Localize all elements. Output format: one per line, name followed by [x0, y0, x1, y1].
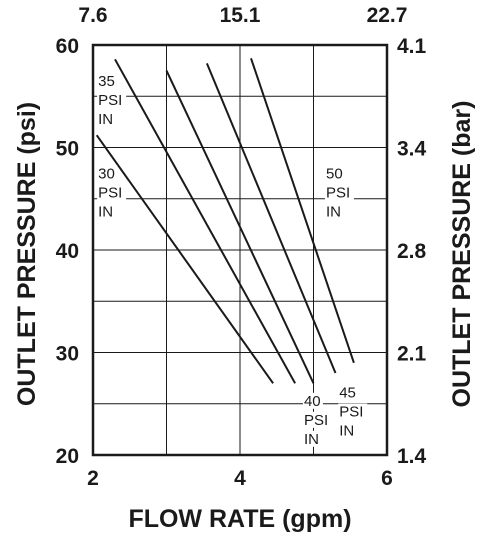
x-tick-label-top: 15.1: [220, 4, 261, 27]
curve-layer: [95, 57, 355, 384]
series-label-bg: [302, 392, 323, 409]
series-line: [95, 134, 274, 384]
series-label-bg: [97, 92, 127, 108]
series-label: 45 PSI IN: [338, 384, 368, 440]
series-label-text: PSI: [304, 412, 328, 429]
series-label-text: PSI: [326, 184, 350, 201]
y-tick-label-right: 3.4: [397, 138, 427, 161]
series-label-text: 50: [326, 165, 343, 182]
series-label-text: IN: [98, 111, 113, 128]
x-axis-title: FLOW RATE (gpm): [128, 505, 351, 533]
series-label-text: 30: [98, 165, 115, 182]
series-label-text: PSI: [98, 92, 122, 109]
series-label-bg: [97, 165, 118, 182]
series-label-bg: [338, 384, 359, 401]
y-axis-title-left: OUTLET PRESSURE (psi): [13, 102, 41, 406]
series-label-bg: [302, 430, 323, 447]
series-line: [165, 70, 315, 384]
y-tick-label-left: 30: [56, 343, 79, 366]
x-tick-label: 6: [381, 467, 393, 490]
series-label-text: PSI: [98, 184, 122, 201]
series-label: 30 PSI IN: [97, 165, 127, 220]
series-label-bg: [324, 165, 345, 182]
y-tick-label-right: 2.1: [397, 343, 427, 366]
series-label-bg: [97, 184, 127, 201]
y-tick-label-left: 50: [56, 138, 79, 161]
series-label-text: PSI: [339, 404, 363, 421]
grid-layer: [93, 45, 387, 455]
series-label-text: IN: [326, 203, 341, 220]
y-tick-label-left: 60: [56, 35, 79, 58]
series-label-bg: [97, 111, 118, 127]
series-line: [114, 58, 296, 384]
series-label: 50 PSI IN: [324, 165, 354, 220]
series-label-bg: [324, 184, 354, 201]
series-label-text: 45: [339, 385, 356, 402]
series-label: 35 PSI IN: [97, 73, 127, 128]
y-tick-label-left: 40: [56, 240, 79, 263]
series-line: [250, 57, 355, 364]
y-tick-label-right: 1.4: [397, 445, 427, 468]
x-tick-label-top: 7.6: [78, 4, 107, 27]
series-label-text: IN: [339, 423, 354, 440]
series-label-bg: [97, 73, 118, 89]
y-tick-label-right: 4.1: [397, 35, 427, 58]
series-label-bg: [97, 203, 118, 220]
series-label-text: IN: [304, 431, 319, 448]
tick-label-layer: 2 4 6 7.6 15.1 22.7 20 30 40 50 60 1.4 2.1 2.8 3.4 4.1: [56, 4, 427, 490]
series-label-text: 40: [304, 393, 321, 410]
series-line: [205, 63, 337, 374]
series-label-bg: [338, 403, 368, 420]
series-label-bg: [338, 422, 359, 439]
y-tick-label-right: 2.8: [397, 240, 427, 263]
y-tick-label-left: 20: [56, 445, 79, 468]
series-label-text: 35: [98, 73, 115, 90]
series-label-bg: [324, 203, 345, 220]
series-label-text: IN: [98, 203, 113, 220]
y-axis-title-right: OUTLET PRESSURE (bar): [448, 101, 476, 408]
x-tick-label: 4: [234, 467, 246, 490]
curve-label-layer: 30 PSI IN 35 PSI IN 40 PSI IN 45 PSI IN 50 PSI IN: [97, 73, 368, 448]
series-label: 40 PSI IN: [302, 392, 332, 448]
plot-frame: [91, 43, 389, 457]
x-tick-label: 2: [87, 467, 99, 490]
x-tick-label-top: 22.7: [367, 4, 408, 27]
series-label-bg: [302, 411, 332, 428]
